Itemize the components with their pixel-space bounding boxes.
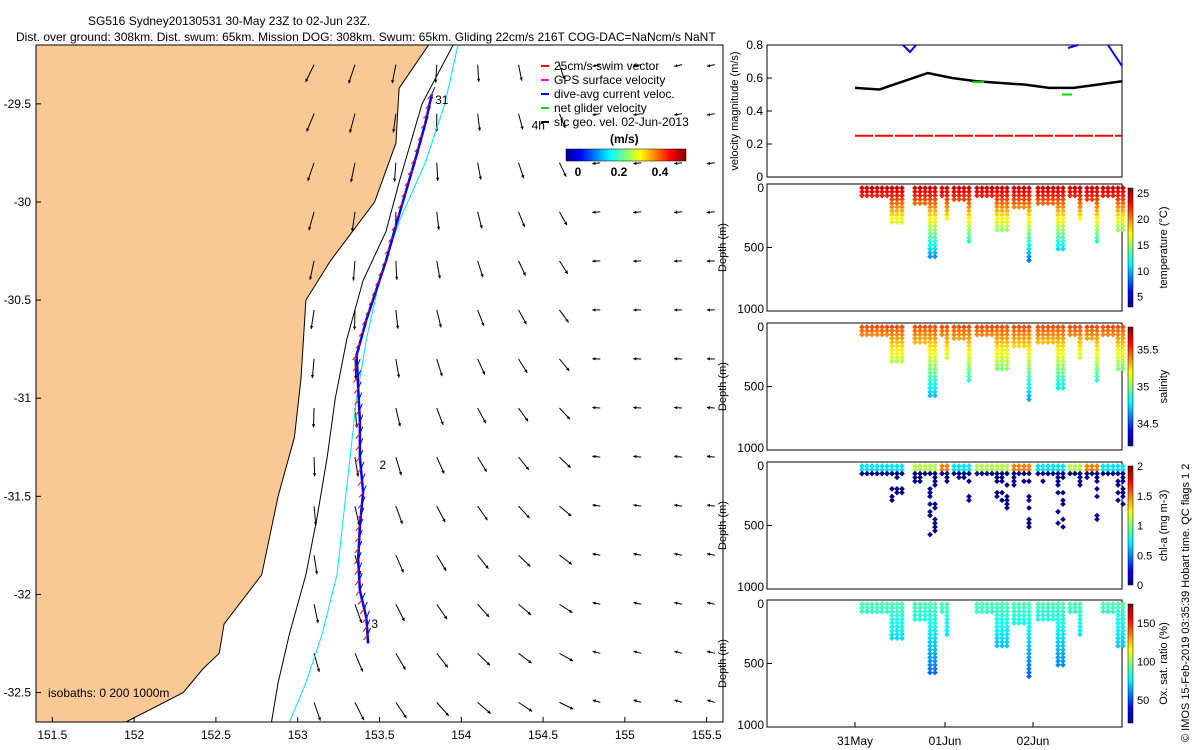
map-ytick-label: -29.5 bbox=[4, 97, 32, 111]
colorbar-tick-label: 25 bbox=[1137, 188, 1149, 200]
time-tick-label: 31May bbox=[837, 734, 873, 748]
colorbar-tick-label: 150 bbox=[1137, 618, 1155, 630]
colorbar-unit: (m/s) bbox=[610, 132, 639, 146]
colorbar-tick-label: 5 bbox=[1137, 292, 1143, 304]
map-xtick-label: 155 bbox=[615, 728, 635, 742]
depth-ylabel: Depth (m) bbox=[717, 639, 729, 688]
time-tick-label: 02Jun bbox=[1017, 734, 1050, 748]
colorbar-tick-label: 50 bbox=[1137, 695, 1149, 707]
vel-ytick-label: 0.2 bbox=[746, 137, 763, 151]
depth-ytick-label: 0 bbox=[757, 320, 764, 334]
colorbar-tick-label: 0.5 bbox=[1137, 550, 1152, 562]
colorbar-tick-label: 35.5 bbox=[1137, 344, 1158, 356]
colorbar-tick-label: 20 bbox=[1137, 214, 1149, 226]
vel-ytick-label: 0.6 bbox=[746, 71, 763, 85]
day-label: 3 bbox=[371, 617, 378, 631]
map-ytick-label: -31 bbox=[14, 391, 32, 405]
map-xtick-label: 154.5 bbox=[528, 728, 558, 742]
depth-colorbar bbox=[1128, 466, 1133, 585]
legend-label: GPS surface velocity bbox=[554, 73, 665, 87]
depth-ytick-label: 500 bbox=[744, 241, 764, 255]
colorbar-label: Ox. sat. ratio (%) bbox=[1158, 622, 1170, 705]
map-ytick-label: -30.5 bbox=[4, 293, 32, 307]
depth-ytick-label: 500 bbox=[744, 519, 764, 533]
depth-ytick-label: 1000 bbox=[737, 580, 764, 594]
depth-ytick-label: 500 bbox=[744, 657, 764, 671]
colorbar-tick: 0.4 bbox=[652, 165, 669, 179]
map-ytick-label: -32 bbox=[14, 587, 32, 601]
depth-ytick-label: 1000 bbox=[737, 718, 764, 732]
depth-panel-oxygen: 0 500 1000 Depth (m) 50 100 150 Ox. sat. ratio … bbox=[717, 597, 1170, 732]
velocity-panel: 00.20.40.60.8 velocity magnitude (m/s) bbox=[729, 38, 1122, 184]
depth-ytick-label: 1000 bbox=[737, 302, 764, 316]
colorbar-label: salinity bbox=[1158, 369, 1170, 403]
colorbar-tick-label: 10 bbox=[1137, 266, 1149, 278]
legend-label: sfc geo. vel. 02-Jun-2013 bbox=[554, 115, 689, 129]
map-ytick-label: -32.5 bbox=[4, 686, 32, 700]
depth-colorbar bbox=[1128, 188, 1133, 307]
depth-colorbar bbox=[1128, 327, 1133, 446]
depth-panel-salinity: 0 500 1000 Depth (m) 34.5 35 35.5 salinity bbox=[717, 320, 1170, 455]
depth-ytick-label: 0 bbox=[757, 597, 764, 611]
colorbar-label: temperature (°C) bbox=[1158, 206, 1170, 288]
depth-ytick-label: 0 bbox=[757, 181, 764, 195]
colorbar-tick-label: 15 bbox=[1137, 240, 1149, 252]
map-xtick-label: 153.5 bbox=[364, 728, 394, 742]
day-label: 4h bbox=[532, 118, 545, 132]
vel-ytick-label: 0.8 bbox=[746, 38, 763, 52]
map-xtick-label: 154 bbox=[451, 728, 471, 742]
day-label: 31 bbox=[435, 93, 449, 107]
legend-label: 25cm/s swim vector bbox=[554, 59, 659, 73]
map-xtick-label: 151.5 bbox=[37, 728, 67, 742]
colorbar-tick-label: 34.5 bbox=[1137, 419, 1158, 431]
depth-colorbar bbox=[1128, 604, 1133, 723]
depth-panel-temperature: 0 500 1000 Depth (m) 5 10 15 20 25 temperature (°… bbox=[717, 181, 1170, 316]
map-xtick-label: 153 bbox=[288, 728, 308, 742]
colorbar-label: chl-a (mg m-3) bbox=[1158, 490, 1170, 562]
colorbar-tick-label: 2 bbox=[1137, 461, 1143, 473]
day-label: 2 bbox=[380, 458, 387, 472]
colorbar-tick: 0 bbox=[575, 165, 582, 179]
depth-ylabel: Depth (m) bbox=[717, 501, 729, 550]
legend-label: net glider velocity bbox=[554, 101, 647, 115]
colorbar-tick-label: 1 bbox=[1137, 521, 1143, 533]
colorbar-tick-label: 35 bbox=[1137, 382, 1149, 394]
map-ytick-label: -31.5 bbox=[4, 489, 32, 503]
legend-label: dive-avg current veloc. bbox=[554, 87, 675, 101]
depth-ytick-label: 0 bbox=[757, 459, 764, 473]
map-xtick-label: 152 bbox=[124, 728, 144, 742]
chart-canvas: 151.5 152 152.5 153 153.5 154 154.5 155 155.5 -2… bbox=[0, 0, 1200, 750]
isobath-legend: isobaths: 0 200 1000m bbox=[48, 686, 169, 700]
map-xtick-label: 155.5 bbox=[692, 728, 722, 742]
time-tick-label: 01Jun bbox=[929, 734, 962, 748]
colorbar-tick-label: 0 bbox=[1137, 580, 1143, 592]
depth-ylabel: Depth (m) bbox=[717, 223, 729, 272]
vel-ytick-label: 0.4 bbox=[746, 104, 763, 118]
depth-ytick-label: 500 bbox=[744, 380, 764, 394]
map-xtick-label: 152.5 bbox=[201, 728, 231, 742]
map-ytick-label: -30 bbox=[14, 195, 32, 209]
velocity-ylabel: velocity magnitude (m/s) bbox=[729, 51, 741, 170]
depth-ytick-label: 1000 bbox=[737, 441, 764, 455]
depth-ylabel: Depth (m) bbox=[717, 362, 729, 411]
colorbar-tick-label: 1.5 bbox=[1137, 491, 1152, 503]
depth-panel-chla: 0 500 1000 Depth (m) 0 0.5 1 1.5 2 chl-a (mg m-3) bbox=[717, 459, 1170, 594]
colorbar-tick-label: 100 bbox=[1137, 657, 1155, 669]
colorbar-tick: 0.2 bbox=[611, 165, 628, 179]
